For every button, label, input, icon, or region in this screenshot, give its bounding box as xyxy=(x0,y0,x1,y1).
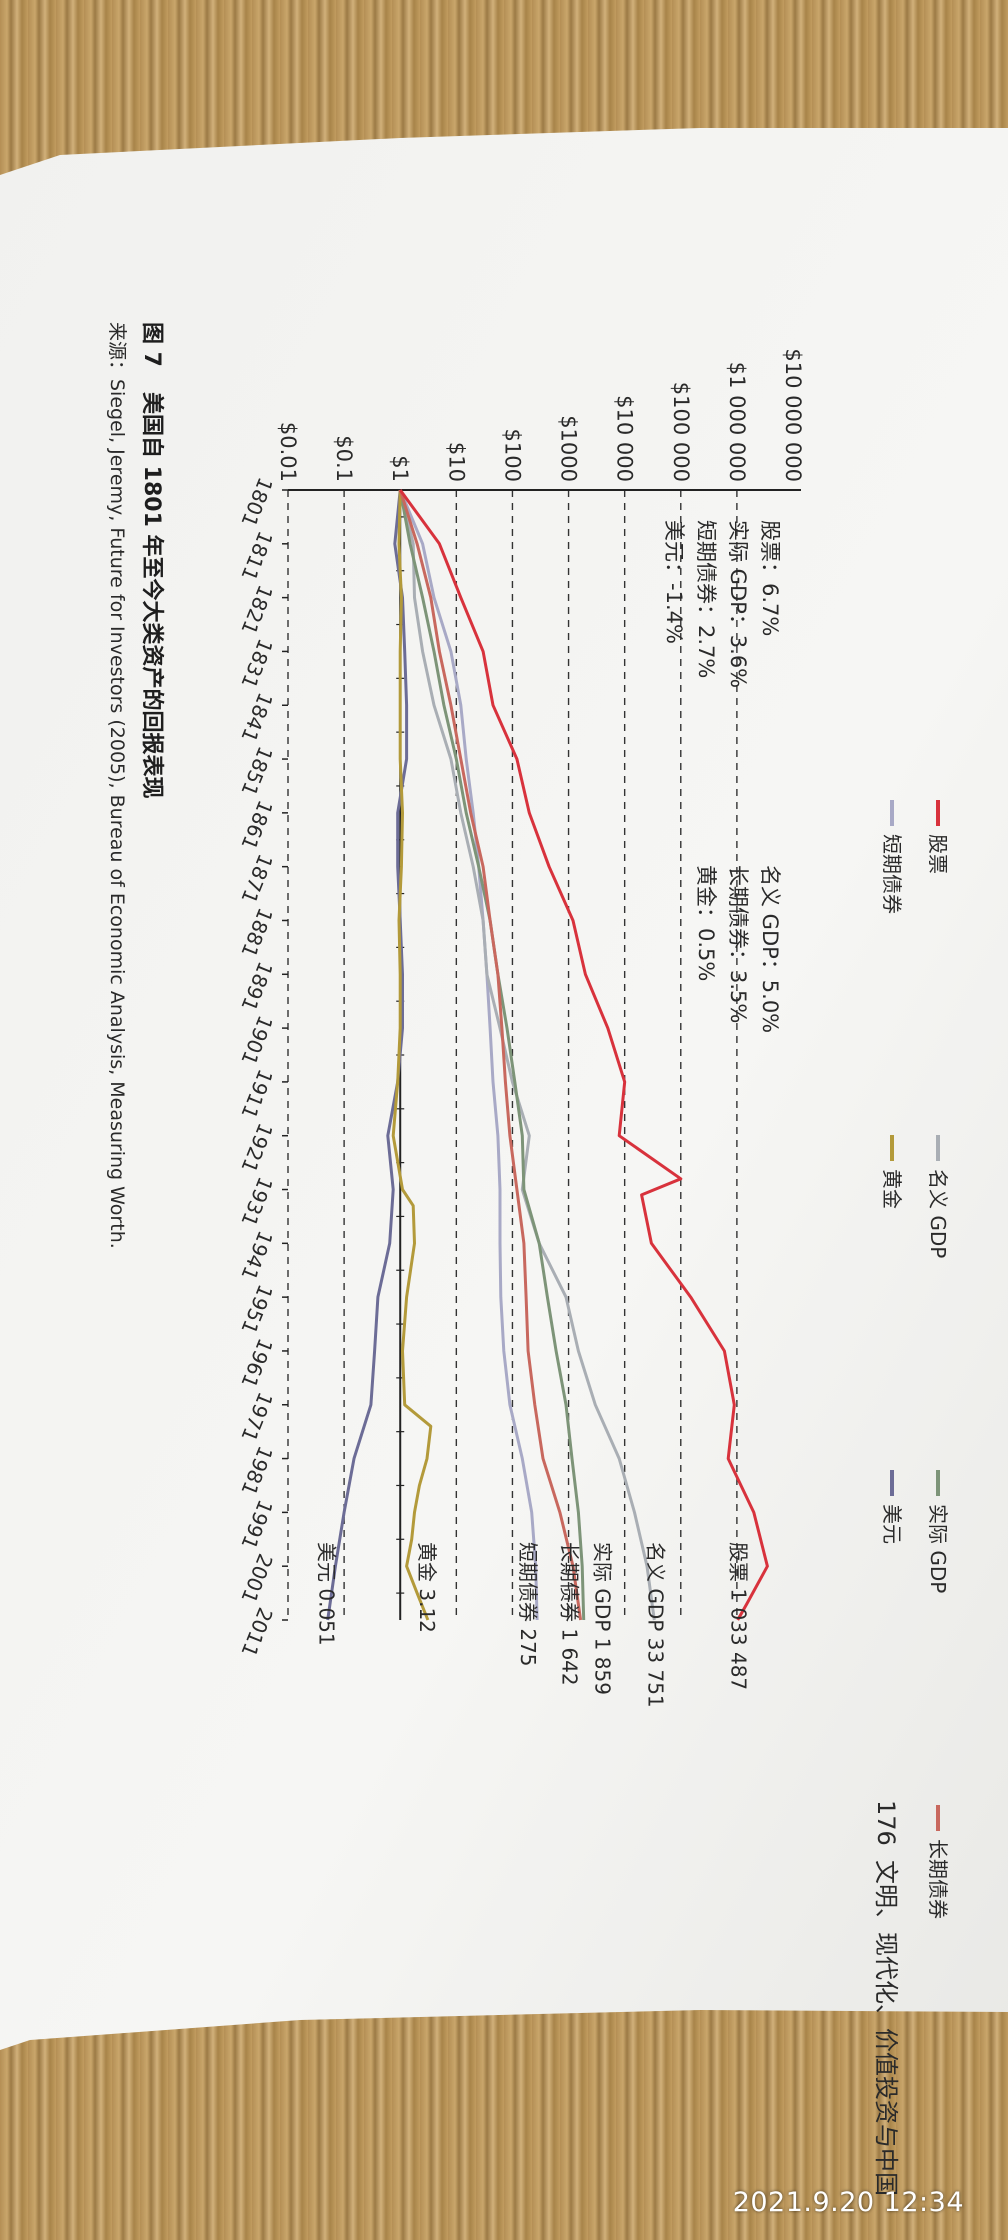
legend-label-long_bonds: 长期债券 xyxy=(926,1839,950,1919)
end-label-stocks: 股票 1 033 487 xyxy=(727,1542,751,1690)
x-tick-label: 1861 xyxy=(236,797,277,853)
chart-series xyxy=(326,489,769,1621)
x-tick-label: 1961 xyxy=(236,1335,277,1391)
y-tick-label: $100 xyxy=(500,429,524,482)
figure-number: 图 7 xyxy=(139,322,164,367)
end-label-gold: 黄金 3.12 xyxy=(415,1542,439,1633)
y-tick-label: $1 000 000 xyxy=(725,362,749,482)
series-line-nominal_gdp xyxy=(398,489,656,1621)
x-tick-label: 1811 xyxy=(236,528,277,584)
x-tick-label: 1941 xyxy=(236,1227,277,1283)
x-tick-label: 1891 xyxy=(236,958,277,1014)
legend-label-gold: 黄金 xyxy=(880,1169,904,1209)
x-tick-label: 1991 xyxy=(236,1497,277,1553)
figure-title: 美国自 1801 年至今大类资产的回报表现 xyxy=(139,392,165,799)
x-tick-label: 1841 xyxy=(236,689,277,745)
legend-label-real_gdp: 实际 GDP xyxy=(926,1504,950,1593)
x-tick-label: 1971 xyxy=(236,1389,277,1445)
return-label: 长期债券：3.5% xyxy=(726,865,750,1023)
return-label: 名义 GDP：5.0% xyxy=(758,865,782,1033)
series-line-real_gdp xyxy=(398,489,586,1621)
x-tick-label: 1871 xyxy=(236,851,277,907)
y-tick-label: $10 000 000 xyxy=(781,348,805,482)
end-label-dollar: 美元 0.051 xyxy=(315,1542,339,1646)
x-tick-label: 1921 xyxy=(236,1120,277,1176)
y-tick-label: $0.01 xyxy=(276,422,300,482)
return-label: 股票：6.7% xyxy=(758,520,782,636)
return-label: 黄金：0.5% xyxy=(694,865,718,981)
series-line-stocks xyxy=(398,489,769,1621)
x-tick-label: 1881 xyxy=(236,905,277,961)
y-tick-label: $1000 xyxy=(557,415,581,482)
return-label: 短期债券：2.7% xyxy=(694,520,718,678)
chart-axes: $0.01 $0.1 $1 $10 $100 $1000 $10 000 $100 000 $1… xyxy=(236,348,805,1660)
chart-annotations: 股票：6.7% 名义 GDP：5.0% 实际 GDP：3.6% 长期债券：3.5% 短期… xyxy=(315,520,782,1708)
return-label: 美元：-1.4% xyxy=(662,520,686,644)
x-tick-label: 2001 xyxy=(236,1550,277,1606)
end-label-nominal_gdp: 名义 GDP 33 751 xyxy=(643,1542,667,1708)
y-tick-label: $0.1 xyxy=(332,435,356,482)
legend-label-stocks: 股票 xyxy=(926,834,950,874)
page-number: 176 xyxy=(872,1800,900,1846)
x-tick-label: 1951 xyxy=(236,1281,277,1337)
y-tick-label: $1 xyxy=(388,455,412,482)
x-tick-label: 1981 xyxy=(236,1443,277,1499)
photo-timestamp: 2021.9.20 12:34 xyxy=(732,2187,964,2218)
end-label-long_bonds: 长期债券 1 642 xyxy=(558,1542,582,1686)
x-tick-label: 1911 xyxy=(236,1066,277,1122)
series-line-long_bonds xyxy=(398,489,583,1621)
series-line-gold xyxy=(391,489,433,1621)
legend-label-nominal_gdp: 名义 GDP xyxy=(926,1169,950,1258)
end-label-real_gdp: 实际 GDP 1 859 xyxy=(591,1542,615,1695)
x-tick-label: 1851 xyxy=(236,743,277,799)
legend-label-short_bills: 短期债券 xyxy=(880,834,904,914)
y-tick-label: $10 xyxy=(444,442,468,482)
end-label-short_bills: 短期债券 275 xyxy=(516,1542,540,1667)
series-line-short_bills xyxy=(398,489,539,1621)
figure-source: 来源：Siegel, Jeremy, Future for Investors … xyxy=(106,322,128,1249)
x-tick-label: 2011 xyxy=(236,1604,277,1660)
x-tick-label: 1931 xyxy=(236,1174,277,1230)
y-tick-label: $100 000 xyxy=(669,382,693,482)
x-tick-label: 1821 xyxy=(236,582,277,638)
x-tick-label: 1801 xyxy=(236,474,277,530)
x-tick-label: 1901 xyxy=(236,1012,277,1068)
y-tick-label: $10 000 xyxy=(613,395,637,482)
legend-label-dollar: 美元 xyxy=(880,1504,904,1544)
return-label: 实际 GDP：3.6% xyxy=(726,520,750,688)
running-title: 文明、现代化、价值投资与中国 xyxy=(872,1860,900,2196)
x-tick-label: 1831 xyxy=(236,636,277,692)
series-line-dollar xyxy=(326,489,409,1621)
